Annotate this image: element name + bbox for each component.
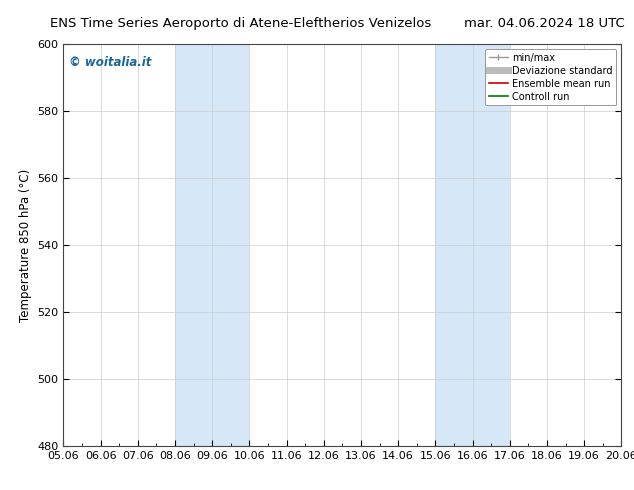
Legend: min/max, Deviazione standard, Ensemble mean run, Controll run: min/max, Deviazione standard, Ensemble m… [485, 49, 616, 105]
Text: © woitalia.it: © woitalia.it [69, 56, 152, 69]
Bar [175, 44, 249, 446]
Text: ENS Time Series Aeroporto di Atene-Eleftherios Venizelos: ENS Time Series Aeroporto di Atene-Eleft… [50, 17, 432, 30]
Text: mar. 04.06.2024 18 UTC: mar. 04.06.2024 18 UTC [463, 17, 624, 30]
Bar [436, 44, 510, 446]
Y-axis label: Temperature 850 hPa (°C): Temperature 850 hPa (°C) [19, 169, 32, 321]
